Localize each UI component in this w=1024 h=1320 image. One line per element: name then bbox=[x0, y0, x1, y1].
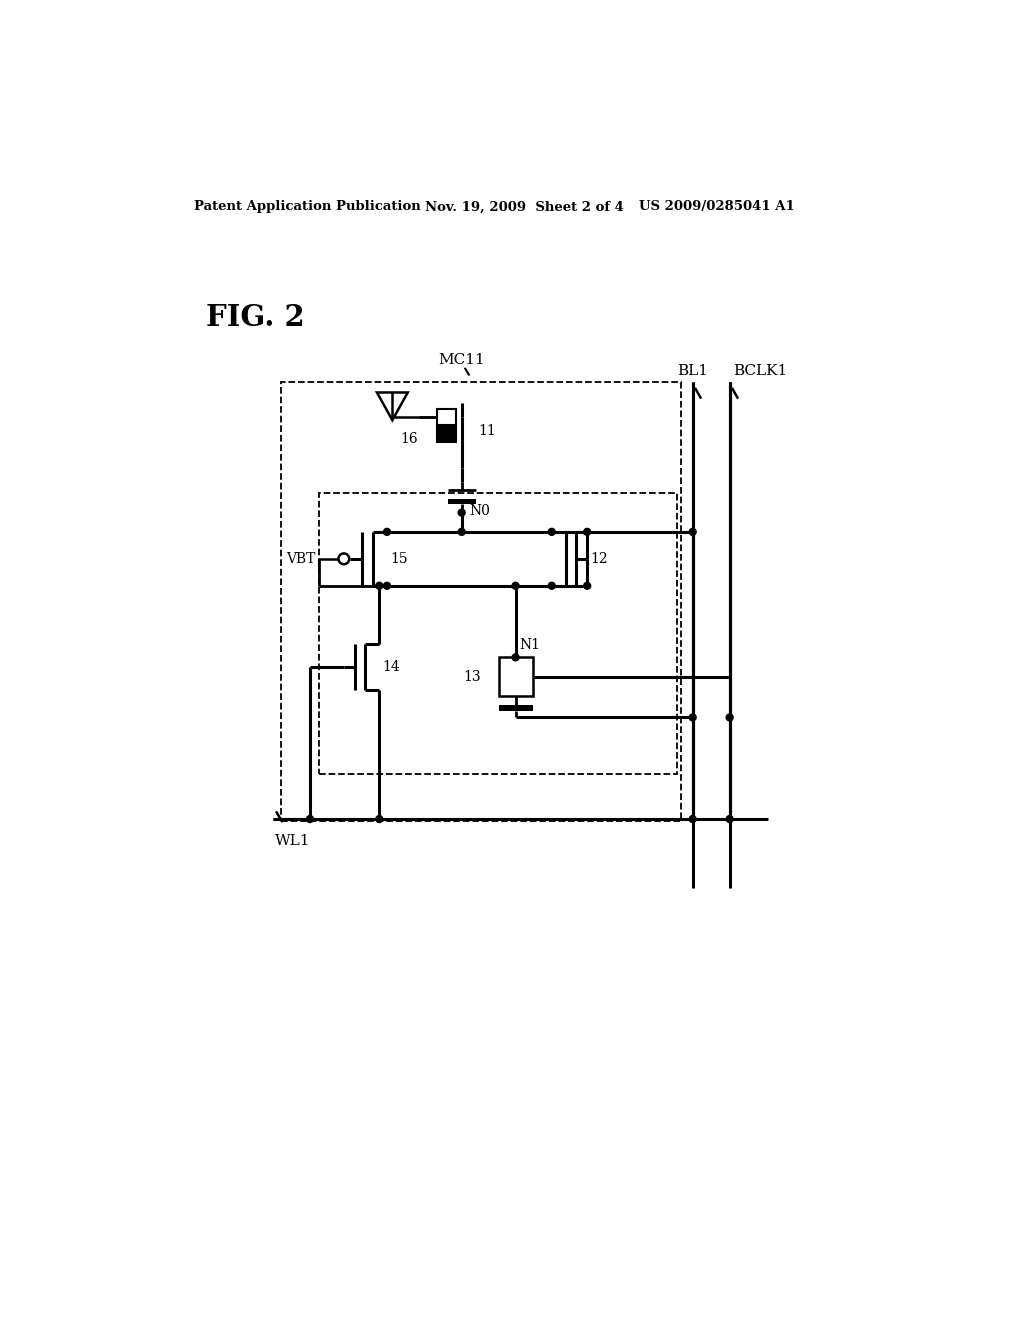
Bar bbox=[447, 499, 475, 504]
Text: BL1: BL1 bbox=[677, 364, 709, 378]
Text: FIG. 2: FIG. 2 bbox=[206, 304, 305, 333]
Bar bbox=[437, 426, 456, 442]
Text: N1: N1 bbox=[519, 638, 541, 652]
Text: WL1: WL1 bbox=[274, 834, 310, 847]
Circle shape bbox=[458, 510, 465, 516]
Circle shape bbox=[689, 528, 696, 536]
Circle shape bbox=[376, 816, 383, 822]
Circle shape bbox=[306, 816, 313, 822]
Text: Nov. 19, 2009  Sheet 2 of 4: Nov. 19, 2009 Sheet 2 of 4 bbox=[425, 201, 625, 214]
Circle shape bbox=[548, 582, 555, 589]
Circle shape bbox=[339, 553, 349, 564]
Circle shape bbox=[689, 714, 696, 721]
Text: 11: 11 bbox=[478, 424, 497, 438]
Text: 14: 14 bbox=[382, 660, 400, 673]
Circle shape bbox=[458, 528, 465, 536]
Circle shape bbox=[548, 528, 555, 536]
Circle shape bbox=[376, 582, 383, 589]
Text: 15: 15 bbox=[390, 552, 408, 566]
Text: Patent Application Publication: Patent Application Publication bbox=[195, 201, 421, 214]
Text: VBT: VBT bbox=[286, 552, 315, 566]
Bar bbox=[499, 657, 532, 696]
Text: US 2009/0285041 A1: US 2009/0285041 A1 bbox=[639, 201, 795, 214]
Text: N0: N0 bbox=[469, 504, 490, 517]
Circle shape bbox=[384, 582, 390, 589]
Circle shape bbox=[726, 714, 733, 721]
Text: BCLK1: BCLK1 bbox=[733, 364, 787, 378]
Bar bbox=[499, 705, 532, 711]
Circle shape bbox=[512, 582, 519, 589]
Text: 13: 13 bbox=[463, 669, 481, 684]
Text: 12: 12 bbox=[590, 552, 608, 566]
Text: MC11: MC11 bbox=[438, 354, 485, 367]
Bar bbox=[437, 409, 456, 425]
Circle shape bbox=[512, 653, 519, 661]
Circle shape bbox=[726, 816, 733, 822]
Circle shape bbox=[384, 528, 390, 536]
Circle shape bbox=[584, 582, 591, 589]
Bar bbox=[319, 494, 677, 775]
Text: 16: 16 bbox=[400, 433, 418, 446]
Bar bbox=[281, 381, 681, 821]
Circle shape bbox=[689, 816, 696, 822]
Circle shape bbox=[584, 528, 591, 536]
